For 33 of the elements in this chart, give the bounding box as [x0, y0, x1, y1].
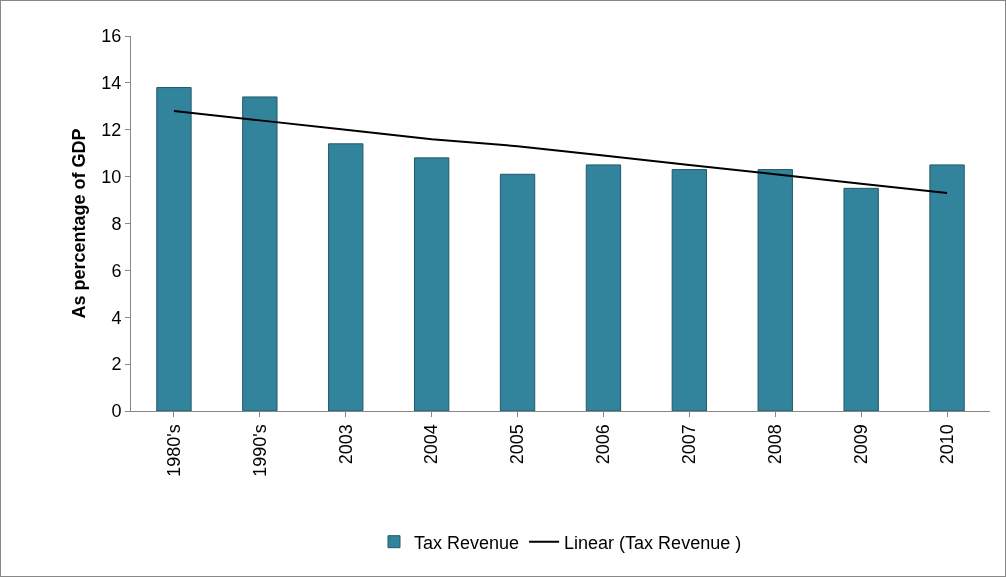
y-tick-label: 0 [111, 401, 122, 422]
bar [242, 96, 278, 411]
bar [413, 157, 450, 411]
bar [671, 169, 708, 411]
bar [585, 164, 622, 411]
y-tick-label: 16 [101, 26, 122, 47]
bar [328, 143, 364, 411]
y-tick-label: 8 [111, 213, 122, 234]
x-tick-label: 2009 [851, 424, 871, 465]
x-tick-label: 2006 [593, 424, 614, 465]
y-tick-label: 4 [111, 307, 122, 328]
bar [757, 169, 793, 411]
y-tick-label: 10 [101, 166, 122, 187]
y-tick-label: 12 [101, 120, 122, 141]
x-tick-label: 2008 [765, 424, 786, 465]
bar [843, 187, 879, 411]
line-series [172, 110, 949, 195]
legend-label: Linear (Tax Revenue ) [564, 532, 742, 553]
bar [499, 173, 536, 411]
bar [156, 87, 192, 411]
x-tick-label: 2005 [507, 424, 528, 465]
x-tick-label: 2010 [936, 424, 957, 465]
bar [929, 164, 965, 411]
x-tick-label: 1980's [163, 424, 184, 477]
x-tick-label: 2003 [335, 424, 356, 465]
x-tick-label: 2004 [421, 424, 442, 465]
y-tick-label: 2 [111, 354, 122, 375]
y-tick-label: 6 [111, 260, 122, 281]
x-tick-label: 2007 [679, 424, 700, 465]
y-tick-label: 14 [101, 73, 122, 94]
y-axis-title: As percentage of GDP [69, 128, 89, 319]
legend-label: Tax Revenue [414, 532, 520, 553]
x-tick-label: 1990's [249, 424, 270, 477]
